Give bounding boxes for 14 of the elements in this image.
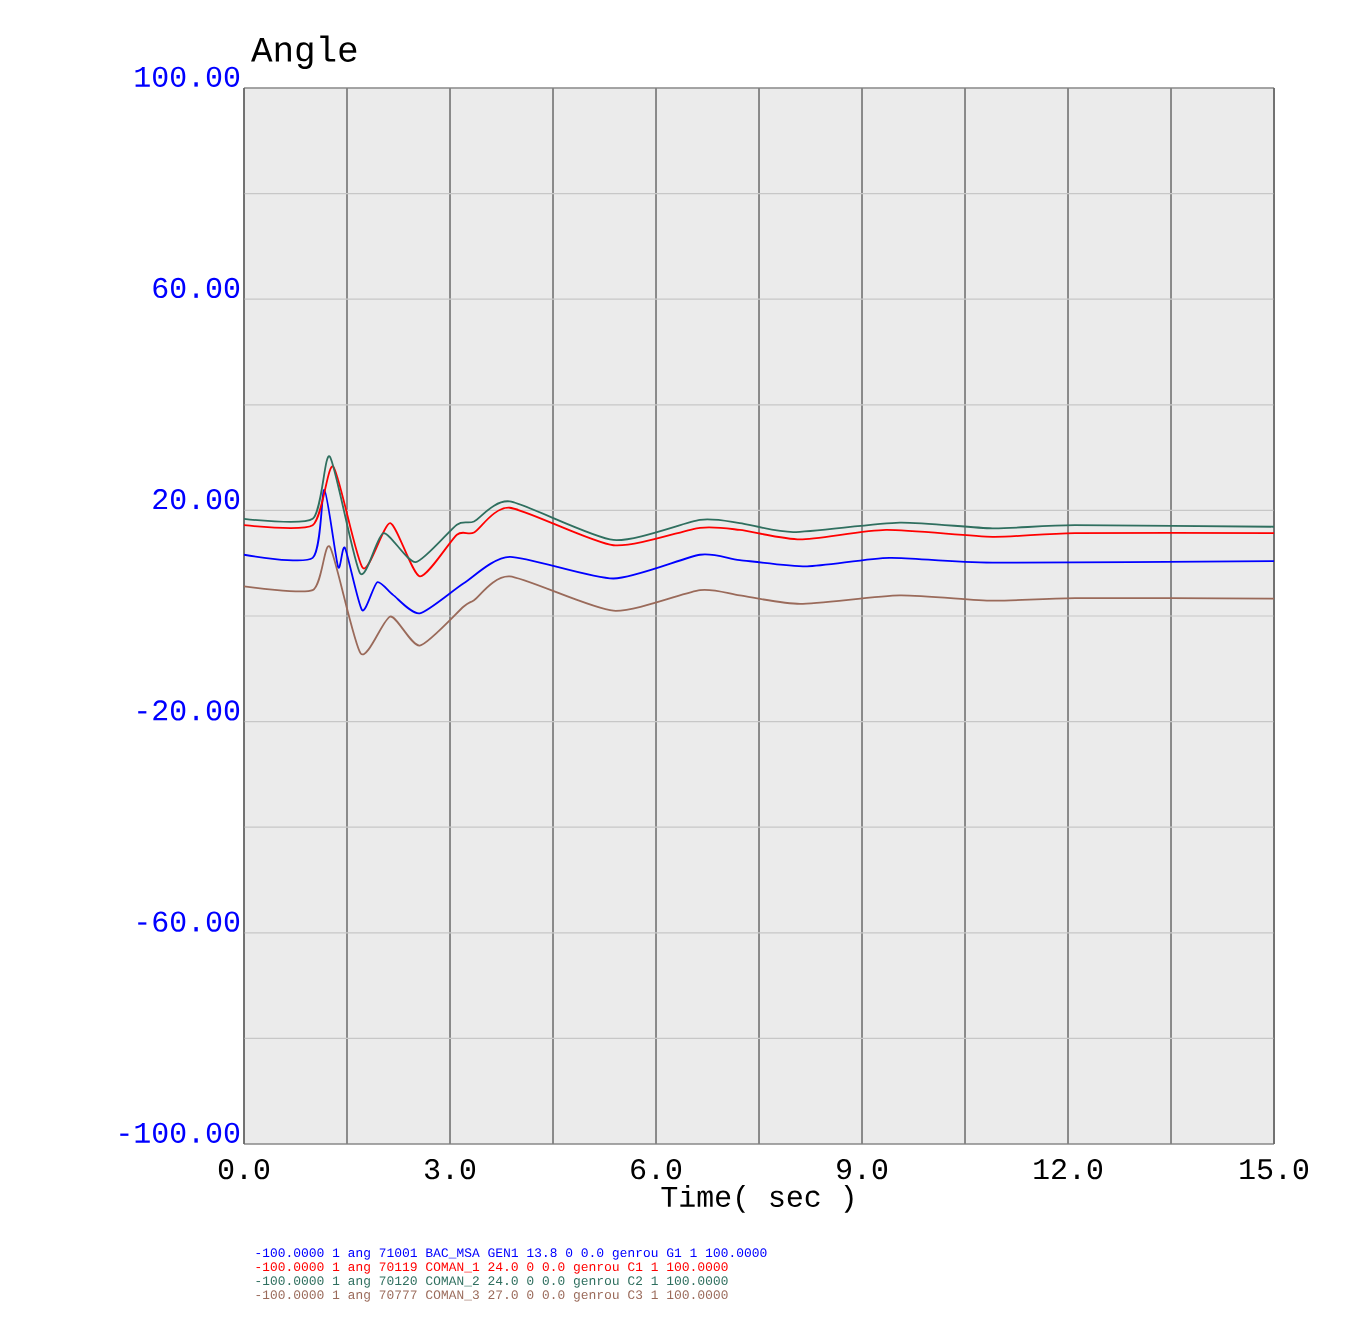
- y-tick-label: -20.00: [138, 700, 240, 721]
- y-tick-label: 100.00: [135, 66, 240, 87]
- y-tick-label: 60.00: [153, 277, 240, 299]
- x-tick-label: 3.0: [424, 1159, 476, 1180]
- x-tick-label: 6.0: [631, 1159, 682, 1180]
- y-tick-label: -100.00: [120, 1122, 240, 1143]
- x-tick-label: 12.0: [1034, 1159, 1103, 1180]
- y-tick-label: 20.00: [153, 489, 240, 510]
- x-tick-label: 15.0: [1240, 1159, 1309, 1180]
- chart-title: Angle: [251, 35, 357, 70]
- x-tick-label: 0.0: [218, 1159, 270, 1180]
- y-tick-label: -60.00: [138, 911, 240, 932]
- x-tick-label: 9.0: [837, 1159, 888, 1180]
- x-axis-title: Time( sec ): [661, 1185, 853, 1213]
